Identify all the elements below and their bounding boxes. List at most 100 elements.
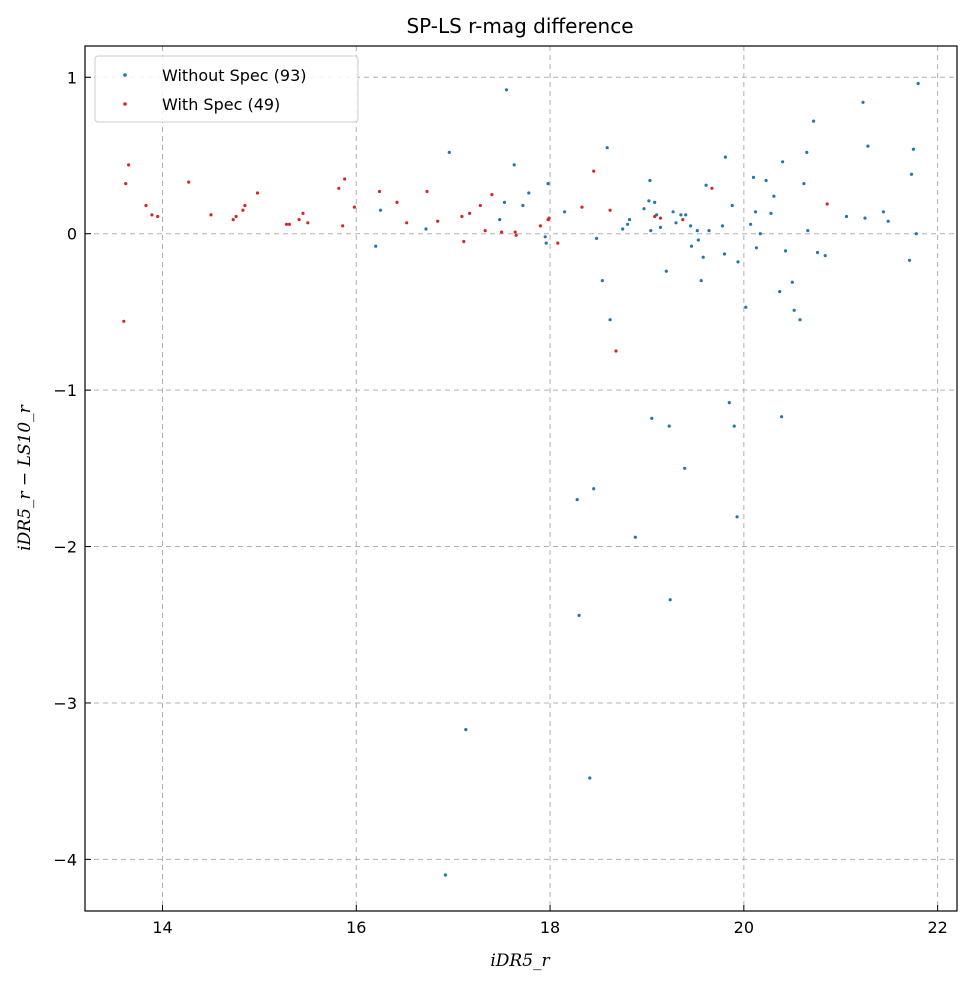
series-without-spec [374, 81, 920, 877]
legend-marker [123, 73, 127, 77]
data-point [658, 225, 663, 229]
data-point [563, 210, 567, 214]
data-point [758, 232, 762, 236]
data-point [744, 305, 748, 309]
data-point [802, 182, 806, 186]
data-point [297, 218, 301, 222]
data-point [653, 214, 657, 219]
grid-layer [85, 46, 957, 911]
data-point [425, 189, 429, 194]
ticks-layer: 14 16 18 20 22 1 0 −1 −2 −3 −4 [53, 68, 947, 937]
data-point [772, 194, 776, 198]
data-point [805, 150, 809, 154]
x-tick-label: 22 [927, 918, 947, 937]
data-point [798, 318, 802, 322]
data-point [642, 207, 646, 211]
data-point [907, 258, 912, 262]
data-point [514, 233, 518, 237]
data-point [436, 219, 440, 223]
data-point [658, 216, 663, 220]
data-point [614, 349, 618, 353]
data-point [301, 211, 305, 215]
data-point [648, 178, 652, 183]
data-point [866, 144, 870, 148]
data-point [699, 279, 703, 283]
data-point [156, 214, 160, 219]
data-point [696, 238, 700, 242]
data-point [626, 222, 630, 226]
data-point [707, 229, 711, 233]
data-point [187, 180, 191, 184]
data-point [681, 218, 685, 222]
data-point [914, 232, 918, 236]
y-tick-label: −2 [53, 538, 77, 557]
data-point [753, 210, 758, 214]
data-point [825, 202, 829, 206]
data-point [504, 88, 509, 92]
data-point [605, 146, 609, 150]
data-point [916, 81, 920, 86]
data-point [580, 205, 584, 209]
data-point [231, 218, 235, 222]
data-point [483, 229, 487, 233]
data-point [668, 598, 672, 602]
data-point [911, 147, 916, 151]
y-tick-label: 1 [67, 68, 77, 87]
data-point [861, 100, 865, 104]
data-point [127, 163, 131, 167]
data-point [122, 319, 126, 323]
data-point [306, 221, 310, 225]
data-point [823, 254, 827, 258]
data-point [377, 189, 382, 194]
data-point [343, 177, 347, 181]
data-point [447, 150, 451, 154]
data-point [546, 182, 550, 186]
data-point [650, 416, 654, 420]
data-point [886, 219, 890, 223]
y-tick-label: −4 [53, 850, 77, 869]
data-point [667, 424, 671, 428]
data-point [722, 252, 727, 256]
x-tick-label: 16 [346, 918, 366, 937]
data-point [284, 222, 289, 226]
legend-box [94, 55, 359, 123]
data-point [720, 224, 725, 228]
x-tick-label: 14 [152, 918, 172, 937]
data-point [337, 186, 341, 190]
data-point [600, 279, 605, 283]
data-point [521, 203, 525, 208]
data-point [556, 241, 560, 245]
data-point [780, 415, 784, 419]
data-point [352, 205, 356, 209]
data-point [664, 269, 668, 273]
data-point [241, 208, 245, 212]
points-layer [122, 81, 920, 877]
plot-frame [84, 45, 958, 912]
data-point [769, 211, 773, 215]
data-point [751, 175, 756, 179]
data-point [764, 178, 768, 183]
data-point [608, 208, 612, 212]
data-point [684, 213, 688, 217]
data-point [405, 221, 409, 225]
data-point [374, 244, 378, 248]
data-point [781, 160, 785, 164]
x-tick-label: 20 [734, 918, 754, 937]
data-point [234, 214, 238, 219]
data-point [460, 214, 464, 219]
data-point [592, 169, 596, 173]
data-point [478, 203, 482, 208]
data-point [736, 260, 740, 264]
data-point [608, 318, 612, 322]
data-point [512, 163, 516, 167]
data-point [588, 776, 592, 780]
chart-title: SP-LS r-mag difference [406, 14, 633, 38]
data-point [378, 208, 383, 212]
data-point [710, 186, 714, 190]
legend-marker [123, 102, 127, 106]
data-point [727, 401, 731, 405]
data-point [735, 515, 739, 519]
legend-entry: Without Spec (93) [162, 66, 307, 85]
data-point [778, 290, 782, 294]
